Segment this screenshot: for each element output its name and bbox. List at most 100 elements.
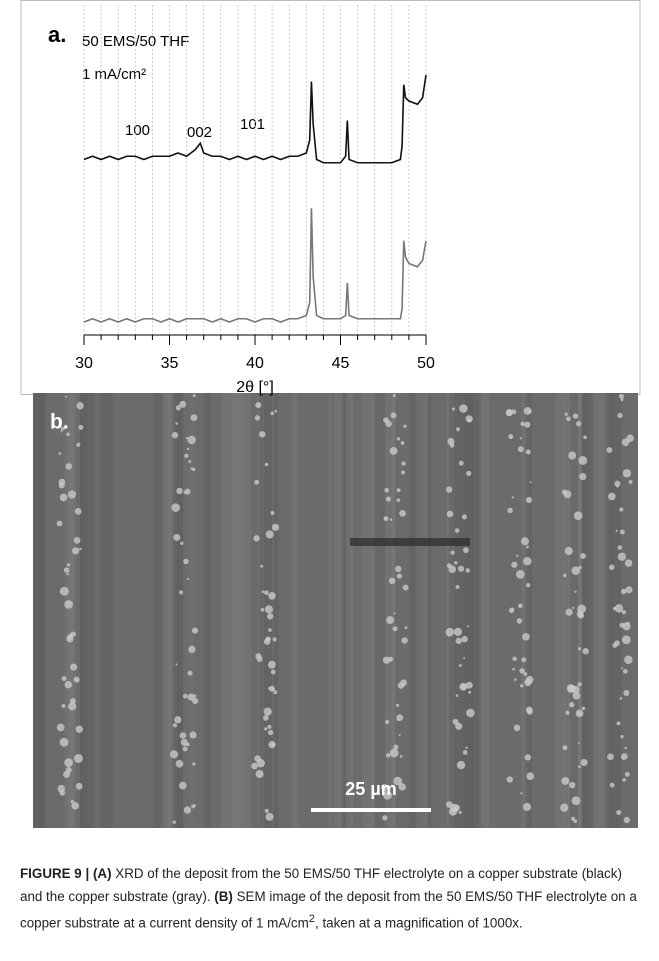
sem-particle	[512, 656, 517, 662]
sem-particle	[182, 746, 188, 752]
sem-particle	[454, 528, 460, 533]
sem-particle	[172, 723, 178, 728]
sem-particle	[524, 754, 532, 761]
sem-particle	[174, 716, 182, 724]
sem-particle	[467, 418, 472, 423]
sem-particle	[628, 480, 633, 484]
sem-particle	[571, 796, 581, 806]
sem-shadow	[350, 538, 470, 546]
sem-particle	[624, 771, 630, 777]
sem-particle	[272, 637, 277, 642]
series-line	[83, 208, 427, 323]
sem-particle	[456, 427, 461, 432]
sem-particle	[624, 746, 627, 750]
sem-particle	[267, 724, 272, 729]
sem-particle	[523, 557, 532, 566]
sem-particle	[528, 410, 532, 414]
sem-particle	[522, 802, 532, 811]
sem-particle	[184, 453, 189, 459]
x-tick-label: 50	[417, 355, 435, 372]
sem-particle	[579, 473, 587, 481]
sem-particle	[265, 812, 274, 821]
sem-streak	[204, 393, 211, 828]
sem-streak	[527, 393, 533, 828]
sem-particle	[188, 460, 192, 463]
sem-streak	[64, 393, 76, 828]
sem-particle	[171, 432, 179, 439]
sem-streak	[333, 393, 343, 828]
sem-particle	[254, 479, 260, 485]
sem-particle	[270, 411, 275, 416]
sem-particle	[70, 698, 76, 704]
sem-particle	[566, 684, 576, 693]
sem-particle	[390, 412, 397, 419]
sem-particle	[65, 767, 72, 773]
sem-particle	[253, 535, 260, 542]
sem-particle	[623, 689, 630, 697]
sem-particle	[578, 456, 588, 465]
sem-particle	[511, 496, 514, 499]
sem-particle	[617, 552, 627, 561]
sem-particle	[183, 806, 192, 814]
sem-particle	[514, 678, 517, 681]
sem-streak	[409, 393, 420, 828]
sem-particle	[72, 547, 80, 555]
sem-particle	[64, 600, 73, 609]
sem-particle	[450, 550, 455, 555]
sem-particle	[577, 604, 587, 614]
sem-particle	[76, 402, 84, 410]
sem-particle	[179, 781, 187, 790]
sem-streak	[481, 393, 490, 828]
sem-particle	[191, 627, 199, 634]
sem-particle	[64, 758, 73, 767]
sem-particle	[508, 607, 515, 614]
sem-particle	[65, 463, 73, 470]
sem-particle	[462, 749, 468, 755]
sem-particle	[388, 577, 396, 585]
sem-particle	[458, 460, 464, 466]
sem-particle	[64, 681, 73, 689]
sem-particle	[382, 790, 392, 800]
sem-particle	[386, 616, 395, 624]
sem-streak	[605, 393, 613, 828]
sem-particle	[399, 755, 403, 758]
sem-streak	[273, 393, 279, 828]
sem-streak	[292, 393, 298, 828]
sem-streak	[563, 393, 568, 828]
sem-particle	[264, 808, 269, 813]
sem-particle	[73, 676, 80, 683]
sem-particle	[516, 618, 523, 624]
sem-particle	[445, 627, 454, 637]
sem-particle	[70, 631, 76, 637]
sem-particle	[624, 559, 633, 567]
sem-particle	[571, 816, 575, 821]
sem-particle	[517, 446, 524, 453]
sem-particle	[583, 435, 587, 440]
sem-particle	[565, 710, 570, 715]
sem-streak	[99, 393, 113, 828]
annotation: 002	[187, 124, 212, 141]
sem-particle	[255, 653, 262, 660]
sem-particle	[619, 529, 625, 535]
sem-streak	[153, 393, 164, 828]
sem-particle	[463, 547, 469, 554]
sem-streak	[221, 393, 236, 828]
sem-particle	[562, 745, 568, 751]
sem-particle	[63, 567, 70, 573]
sem-particle	[620, 588, 627, 595]
sem-particle	[76, 442, 81, 447]
sem-streak	[167, 393, 173, 828]
sem-particle	[571, 566, 581, 575]
sem-particle	[402, 584, 409, 591]
sem-particle	[264, 605, 273, 614]
sem-particle	[623, 816, 630, 824]
caption-figure: FIGURE 9 |	[20, 866, 90, 881]
sem-particle	[625, 586, 633, 594]
sem-particle	[452, 718, 459, 725]
caption-a-label: (A)	[92, 866, 112, 881]
sem-particle	[525, 449, 531, 455]
sem-particle	[456, 760, 466, 770]
scale-bar	[311, 808, 431, 812]
sem-particle	[268, 686, 271, 690]
sem-streak	[33, 393, 44, 828]
